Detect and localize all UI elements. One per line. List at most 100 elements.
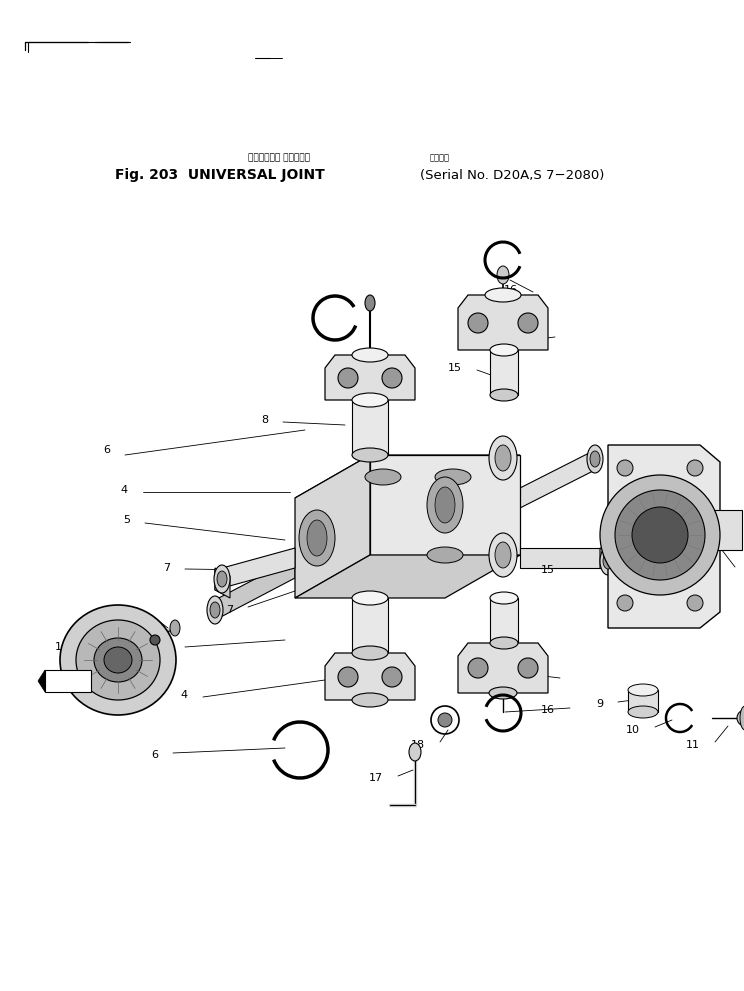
Ellipse shape: [495, 445, 511, 471]
Circle shape: [687, 460, 703, 476]
Polygon shape: [295, 555, 520, 598]
Ellipse shape: [628, 706, 658, 718]
Ellipse shape: [352, 591, 388, 605]
Ellipse shape: [94, 638, 142, 682]
Text: 4: 4: [181, 690, 188, 700]
Ellipse shape: [490, 637, 518, 649]
Ellipse shape: [104, 647, 132, 673]
Ellipse shape: [217, 571, 227, 587]
Ellipse shape: [76, 620, 160, 700]
Ellipse shape: [409, 743, 421, 761]
Bar: [490, 598, 518, 643]
Ellipse shape: [628, 684, 658, 696]
Ellipse shape: [495, 542, 511, 568]
Ellipse shape: [427, 547, 463, 563]
Ellipse shape: [365, 295, 375, 311]
Polygon shape: [600, 548, 615, 575]
Ellipse shape: [587, 445, 603, 473]
Text: 7: 7: [163, 563, 170, 573]
Ellipse shape: [489, 687, 517, 699]
Polygon shape: [325, 653, 415, 700]
Ellipse shape: [427, 477, 463, 533]
Ellipse shape: [740, 706, 744, 730]
Ellipse shape: [600, 547, 616, 575]
Text: 14: 14: [526, 330, 540, 340]
Ellipse shape: [590, 451, 600, 467]
Bar: [352, 598, 388, 653]
Bar: [700, 510, 742, 550]
Text: 9: 9: [596, 699, 603, 709]
Text: 適用号機: 適用号機: [430, 154, 450, 163]
Bar: [45, 670, 91, 692]
Polygon shape: [215, 548, 295, 590]
Polygon shape: [458, 295, 548, 350]
Ellipse shape: [352, 448, 388, 462]
Ellipse shape: [490, 592, 518, 604]
Text: 11: 11: [686, 740, 700, 750]
Text: 13: 13: [706, 560, 720, 570]
Text: 7: 7: [226, 605, 233, 615]
Circle shape: [518, 658, 538, 678]
Polygon shape: [520, 548, 600, 568]
Ellipse shape: [435, 469, 471, 485]
Text: 16: 16: [541, 705, 555, 715]
Ellipse shape: [489, 436, 517, 480]
Ellipse shape: [299, 510, 335, 566]
Bar: [490, 350, 518, 395]
Text: 16: 16: [504, 285, 518, 295]
Circle shape: [632, 507, 688, 563]
Polygon shape: [38, 670, 45, 692]
Ellipse shape: [207, 596, 223, 624]
Ellipse shape: [214, 565, 230, 593]
Text: 5: 5: [123, 515, 130, 525]
Text: 3: 3: [115, 620, 122, 630]
Ellipse shape: [435, 487, 455, 523]
Polygon shape: [608, 445, 720, 628]
Circle shape: [737, 710, 744, 726]
Ellipse shape: [365, 469, 401, 485]
Text: 8: 8: [261, 415, 268, 425]
Ellipse shape: [352, 348, 388, 362]
Ellipse shape: [485, 288, 521, 302]
Ellipse shape: [603, 553, 613, 569]
Text: 15: 15: [541, 565, 555, 575]
Bar: [352, 400, 388, 455]
Bar: [628, 690, 658, 712]
Ellipse shape: [490, 344, 518, 356]
Circle shape: [615, 490, 705, 580]
Text: 10: 10: [626, 725, 640, 735]
Text: 1: 1: [55, 642, 62, 652]
Text: 6: 6: [103, 445, 110, 455]
Text: 15: 15: [448, 363, 462, 373]
Circle shape: [338, 368, 358, 388]
Polygon shape: [295, 455, 370, 598]
Ellipse shape: [210, 602, 220, 618]
Text: 17: 17: [369, 773, 383, 783]
Text: 5: 5: [163, 640, 170, 650]
Polygon shape: [295, 455, 520, 498]
Text: 6: 6: [151, 750, 158, 760]
Circle shape: [382, 368, 402, 388]
Text: 4: 4: [121, 485, 128, 495]
Text: Fig. 203  UNIVERSAL JOINT: Fig. 203 UNIVERSAL JOINT: [115, 168, 324, 182]
Polygon shape: [458, 643, 548, 693]
Ellipse shape: [307, 520, 327, 556]
Text: 方向: 方向: [64, 678, 72, 685]
Ellipse shape: [497, 266, 509, 284]
Circle shape: [468, 658, 488, 678]
Polygon shape: [520, 450, 595, 508]
Text: 18: 18: [411, 740, 425, 750]
Polygon shape: [325, 355, 415, 400]
Circle shape: [468, 313, 488, 333]
Circle shape: [150, 635, 160, 645]
Circle shape: [518, 313, 538, 333]
Circle shape: [382, 667, 402, 687]
Circle shape: [617, 460, 633, 476]
Text: 12: 12: [706, 505, 720, 515]
Ellipse shape: [170, 620, 180, 636]
Circle shape: [438, 713, 452, 727]
Ellipse shape: [352, 693, 388, 707]
Circle shape: [687, 595, 703, 611]
Ellipse shape: [490, 389, 518, 401]
Circle shape: [600, 475, 720, 595]
